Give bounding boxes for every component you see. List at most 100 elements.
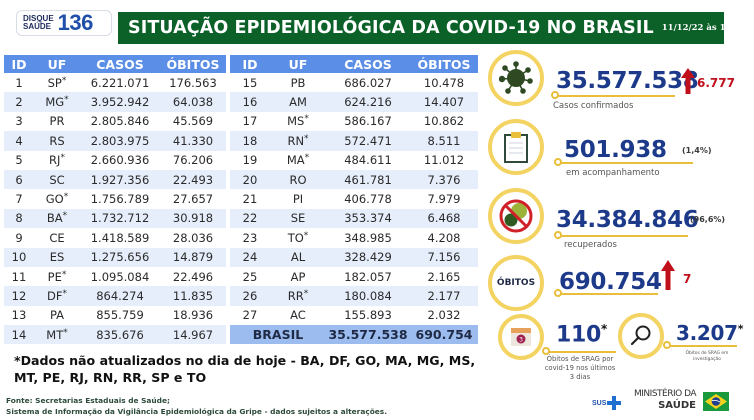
deaths-badge: ÓBITOS	[496, 278, 536, 288]
page-title: SITUAÇÃO EPIDEMIOLÓGICA DA COVID-19 NO B…	[128, 18, 654, 38]
monitoring-label: em acompanhamento	[566, 168, 660, 178]
cell-uf: PB	[290, 75, 306, 90]
cell-id: 11	[11, 269, 27, 284]
cell-uf: MS*	[287, 114, 309, 129]
divider-line	[558, 235, 688, 237]
cell-id: 2	[4, 92, 34, 112]
srag-investigation-label: Óbitos de SRAG em investigação	[685, 351, 729, 362]
cell-id: 25	[242, 269, 258, 284]
cell-obitos: 10.862	[423, 114, 465, 129]
col-obitos: ÓBITOS	[410, 55, 478, 73]
cell-uf: AL	[270, 247, 326, 267]
cell-obitos: 30.918	[160, 208, 226, 229]
cell-id: 17	[242, 114, 258, 129]
cell-uf: ES	[34, 247, 80, 267]
cell-obitos: 14.407	[410, 92, 478, 112]
cell-id: 27	[242, 308, 258, 323]
up-arrow-icon	[661, 260, 675, 290]
cell-id: 4	[4, 131, 34, 151]
cell-obitos: 22.493	[160, 169, 226, 190]
cell-id: 12	[4, 286, 34, 306]
table-row: 9 CE 1.418.589 28.036	[4, 228, 226, 247]
cell-uf: CE	[49, 230, 65, 245]
cell-obitos: 11.012	[423, 153, 465, 168]
calendar-icon: 3	[511, 328, 531, 346]
cell-casos: 586.167	[344, 114, 392, 129]
cell-casos: 461.781	[326, 169, 410, 190]
divider-line	[555, 95, 675, 97]
divider-line	[558, 162, 693, 164]
table-row: 26 RR* 180.084 2.177	[230, 286, 478, 306]
cell-obitos: 4.208	[427, 230, 461, 245]
total-casos: 35.577.538	[326, 325, 410, 345]
divider-dot	[663, 341, 671, 349]
cell-obitos: 28.036	[172, 230, 214, 245]
states-table-left: ID UF CASOS ÓBITOS 1 SP* 6.221.071 176.563 2…	[4, 55, 226, 345]
cell-uf: GO*	[45, 192, 69, 207]
cell-id: 5	[15, 153, 23, 168]
cell-uf: DF*	[34, 286, 80, 306]
col-casos: CASOS	[80, 55, 160, 73]
srag-recent-value: 110*	[556, 322, 608, 348]
cell-casos: 348.985	[344, 230, 392, 245]
table-row: 2 MG* 3.952.942 64.038	[4, 92, 226, 112]
cell-obitos: 7.156	[410, 247, 478, 267]
col-id: ID	[4, 55, 34, 73]
logo-number: 136	[57, 10, 94, 35]
sus-logo: SUS	[592, 396, 622, 410]
states-table-right: ID UF CASOS ÓBITOS 15 PB 686.027 10.478 16 AM…	[230, 55, 478, 345]
table-row: 13 PA 855.759 18.936	[4, 306, 226, 325]
table-row: 4 RS 2.803.975 41.330	[4, 131, 226, 151]
sus-cross-icon	[607, 396, 622, 410]
total-label: BRASIL	[230, 325, 326, 345]
cell-casos: 864.274	[80, 286, 160, 306]
cell-obitos: 6.468	[410, 208, 478, 229]
table-row: 5 RJ* 2.660.936 76.206	[4, 151, 226, 170]
table-row: 12 DF* 864.274 11.835	[4, 286, 226, 306]
confirmed-label: Casos confirmados	[553, 101, 634, 111]
cell-id: 10	[4, 247, 34, 267]
cell-obitos: 176.563	[169, 75, 217, 90]
cell-uf: PA	[49, 308, 65, 323]
table-row: 20 RO 461.781 7.376	[230, 169, 478, 190]
cell-id: 26	[230, 286, 270, 306]
divider-line	[667, 345, 737, 347]
cell-obitos: 2.165	[427, 269, 461, 284]
cell-casos: 6.221.071	[90, 75, 150, 90]
cell-id: 23	[242, 230, 258, 245]
cell-casos: 1.756.789	[90, 192, 150, 207]
cell-id: 16	[230, 92, 270, 112]
table-row: 17 MS* 586.167 10.862	[230, 112, 478, 131]
cell-uf: BA*	[34, 208, 80, 229]
table-row: 24 AL 328.429 7.156	[230, 247, 478, 267]
divider-line	[546, 351, 616, 353]
cell-uf: MA*	[286, 153, 310, 168]
cell-id: 13	[11, 308, 27, 323]
cell-uf: TO*	[287, 230, 309, 245]
monitoring-pct: (1,4%)	[682, 146, 712, 155]
deaths-delta: 7	[683, 272, 692, 286]
cell-casos: 835.676	[80, 325, 160, 345]
cell-obitos: 14.879	[160, 247, 226, 267]
cell-id: 9	[15, 230, 23, 245]
total-row: BRASIL 35.577.538 690.754	[230, 325, 478, 345]
table-row: 6 SC 1.927.356 22.493	[4, 169, 226, 190]
table-row: 18 RN* 572.471 8.511	[230, 131, 478, 151]
table-row: 27 AC 155.893 2.032	[230, 306, 478, 325]
deaths-ring: ÓBITOS	[488, 255, 544, 311]
cell-casos: 406.778	[344, 192, 392, 207]
virus-icon	[499, 61, 533, 94]
confirmed-ring	[488, 50, 544, 106]
cell-obitos: 8.511	[410, 131, 478, 151]
title-banner: SITUAÇÃO EPIDEMIOLÓGICA DA COVID-19 NO B…	[118, 12, 746, 44]
cell-uf: RR*	[270, 286, 326, 306]
cell-uf: PR	[49, 114, 65, 129]
cell-uf: PI	[292, 192, 304, 207]
cell-casos: 182.057	[344, 269, 392, 284]
cell-id: 7	[15, 192, 23, 207]
cell-id: 24	[230, 247, 270, 267]
cell-obitos: 64.038	[160, 92, 226, 112]
divider-dot	[554, 158, 562, 166]
cell-obitos: 27.657	[172, 192, 214, 207]
logo-text: DISQUE SAÚDE	[23, 14, 54, 31]
